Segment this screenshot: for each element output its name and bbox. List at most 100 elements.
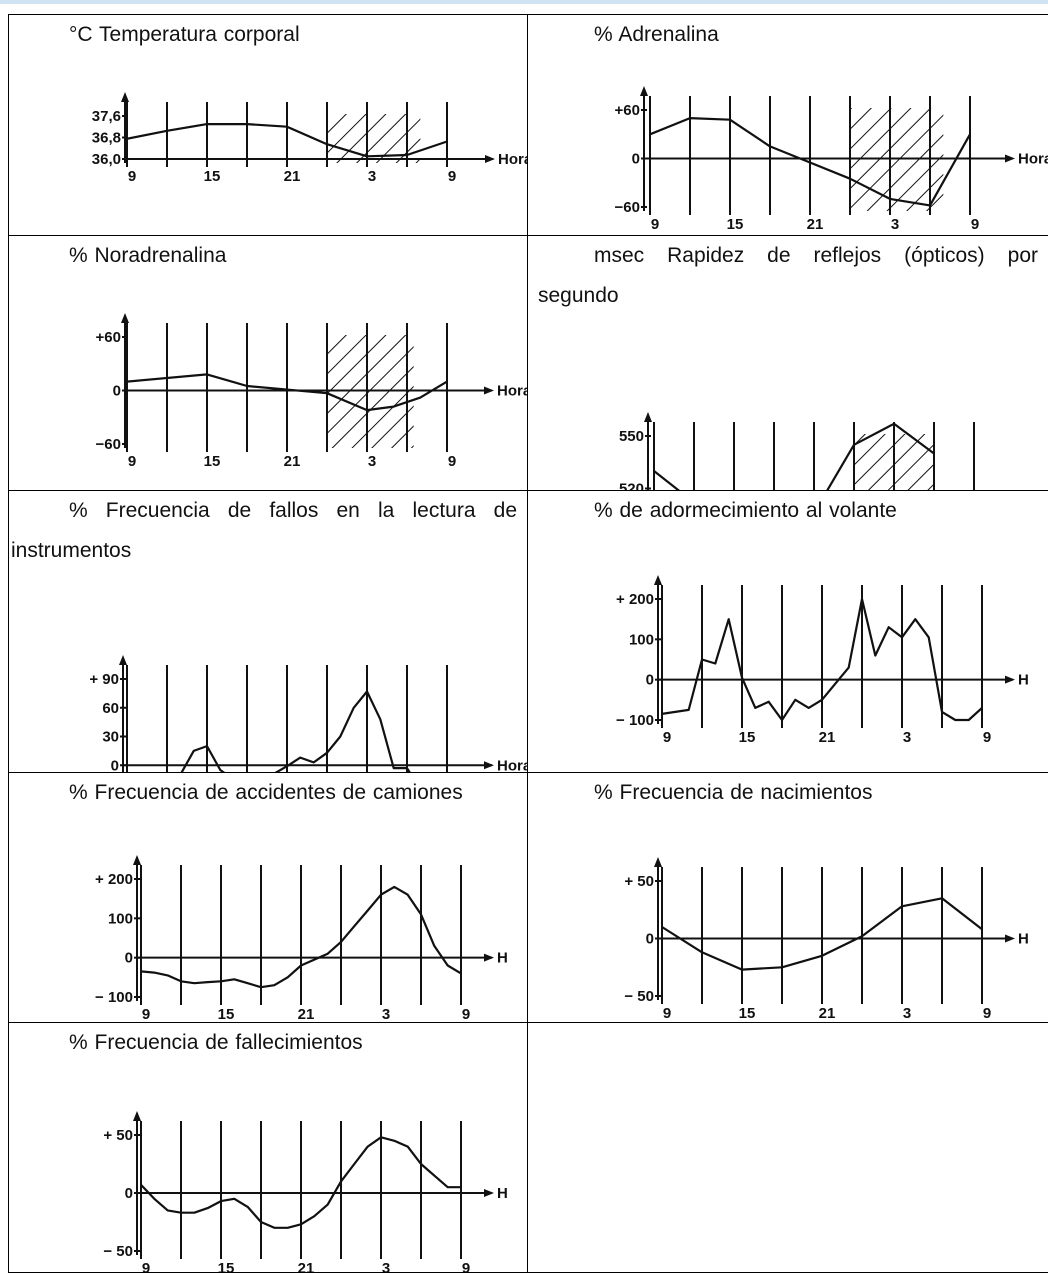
- data-point: [941, 711, 943, 713]
- cell-empty: [528, 1023, 1048, 1273]
- data-point: [366, 691, 368, 693]
- x-tick-label: 15: [727, 216, 744, 233]
- x-axis-unit-label: H: [497, 1185, 508, 1202]
- x-tick-label: 9: [448, 453, 456, 470]
- data-point: [126, 138, 128, 140]
- data-point: [380, 1137, 382, 1139]
- x-tick-label: 15: [218, 1260, 235, 1273]
- data-point: [340, 941, 342, 943]
- y-tick-label: +60: [96, 329, 121, 346]
- x-axis-arrow: [1005, 676, 1015, 684]
- data-point: [126, 381, 128, 383]
- data-point: [968, 719, 970, 721]
- x-axis-unit-label: H: [1018, 931, 1029, 948]
- data-point: [313, 762, 315, 764]
- data-point: [929, 205, 931, 207]
- data-point: [781, 719, 783, 721]
- chart-fallos: Hora− 3003060+ 909152139: [9, 491, 528, 773]
- y-tick-label: 0: [111, 757, 119, 772]
- data-point: [821, 699, 823, 701]
- x-tick-label: 9: [128, 168, 136, 185]
- data-point: [327, 1204, 329, 1206]
- data-point: [889, 198, 891, 200]
- y-tick-label: −60: [615, 199, 640, 216]
- y-tick-label: 0: [125, 950, 133, 967]
- data-point: [220, 769, 222, 771]
- cell-fallos: % Frecuencia de fallos en la lectura de …: [9, 491, 528, 773]
- data-point: [220, 980, 222, 982]
- data-point: [741, 677, 743, 679]
- y-axis-arrow: [121, 92, 129, 102]
- x-axis-unit-label: Hora: [498, 151, 528, 168]
- x-axis-arrow: [1005, 155, 1015, 163]
- x-tick-label: 21: [807, 216, 824, 233]
- data-point: [234, 979, 236, 981]
- data-point: [366, 156, 368, 158]
- x-tick-label: 9: [462, 1006, 470, 1023]
- x-axis-unit-label: Hora: [497, 383, 528, 400]
- x-tick-label: 21: [284, 453, 301, 470]
- x-tick-label: 9: [651, 216, 659, 233]
- data-point: [701, 659, 703, 661]
- data-point: [380, 894, 382, 896]
- data-point: [194, 1212, 196, 1214]
- data-point: [167, 1210, 169, 1212]
- data-point: [447, 965, 449, 967]
- data-point: [901, 637, 903, 639]
- data-point: [367, 1146, 369, 1148]
- y-axis-arrow: [640, 86, 648, 96]
- data-point: [768, 701, 770, 703]
- data-point: [206, 745, 208, 747]
- x-axis-arrow: [484, 387, 494, 395]
- data-point: [154, 1198, 156, 1200]
- x-tick-label: 3: [382, 1006, 390, 1023]
- data-point: [394, 886, 396, 888]
- y-axis-arrow: [654, 575, 662, 585]
- y-tick-label: + 50: [103, 1127, 133, 1144]
- x-tick-label: 21: [819, 1005, 836, 1022]
- data-point: [327, 953, 329, 955]
- data-point: [955, 719, 957, 721]
- data-point: [849, 178, 851, 180]
- data-point: [928, 637, 930, 639]
- x-tick-label: 21: [819, 729, 836, 746]
- x-tick-label: 15: [739, 729, 756, 746]
- data-point: [901, 906, 903, 908]
- data-point: [154, 972, 156, 974]
- data-point: [420, 914, 422, 916]
- data-point: [981, 707, 983, 709]
- data-point: [941, 897, 943, 899]
- data-point: [366, 409, 368, 411]
- x-tick-label: 3: [903, 729, 911, 746]
- data-point: [821, 955, 823, 957]
- data-point: [234, 1198, 236, 1200]
- y-tick-label: − 50: [624, 988, 654, 1005]
- y-tick-label: 0: [632, 151, 640, 168]
- data-point: [809, 162, 811, 164]
- data-point: [781, 966, 783, 968]
- y-axis-arrow: [644, 412, 652, 422]
- data-point: [888, 626, 890, 628]
- data-point: [447, 1186, 449, 1188]
- data-point: [688, 709, 690, 711]
- y-axis-arrow: [121, 313, 129, 323]
- x-tick-label: 9: [663, 729, 671, 746]
- data-point: [287, 1227, 289, 1229]
- data-point: [206, 123, 208, 125]
- y-axis-arrow: [119, 655, 127, 665]
- y-tick-label: 100: [108, 910, 133, 927]
- window-top-border: [0, 0, 1048, 4]
- x-axis-arrow: [1005, 935, 1015, 943]
- x-axis-unit-label: H: [497, 950, 508, 967]
- y-tick-label: 0: [113, 383, 121, 400]
- x-tick-label: 9: [128, 453, 136, 470]
- x-tick-label: 15: [739, 1005, 756, 1022]
- data-point: [193, 750, 195, 752]
- data-point: [661, 926, 663, 928]
